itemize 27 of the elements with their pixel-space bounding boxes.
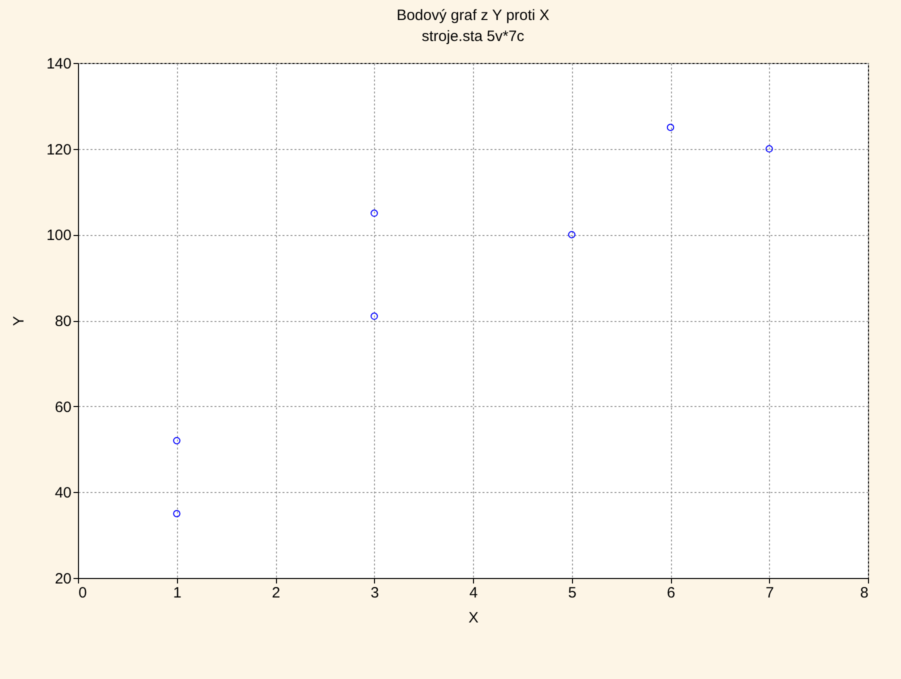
point [370,312,378,320]
x-tick-label: 7 [766,584,774,602]
y-axis-title: Y [10,316,28,326]
y-tick-label: 140 [46,56,72,72]
y-tick-label: 100 [46,227,72,244]
y-tick-label: 80 [54,313,72,330]
point [173,437,180,444]
x-tick-label: 1 [173,584,182,602]
y-tick-label: 120 [46,141,72,158]
x-tick-label: 4 [469,584,478,602]
x-tick-label: 0 [78,584,87,602]
point [766,145,773,152]
x-tick-label: 8 [860,584,868,602]
x-tick-label: 3 [370,584,379,602]
y-tick-label: 60 [54,398,72,416]
x-tick-label: 6 [666,584,676,602]
x-tick-label: 5 [568,584,576,602]
y-tick-label: 20 [54,570,72,588]
point [568,231,576,238]
point [666,124,674,132]
point [173,510,180,518]
chart-subtitle: stroje.sta 5v*7c [422,28,525,45]
y-tick-label: 40 [54,484,72,502]
point [370,210,378,217]
x-tick-label: 2 [272,584,280,602]
x-axis-title: X [468,610,479,626]
chart-title: Bodový graf z Y proti X [396,7,550,24]
